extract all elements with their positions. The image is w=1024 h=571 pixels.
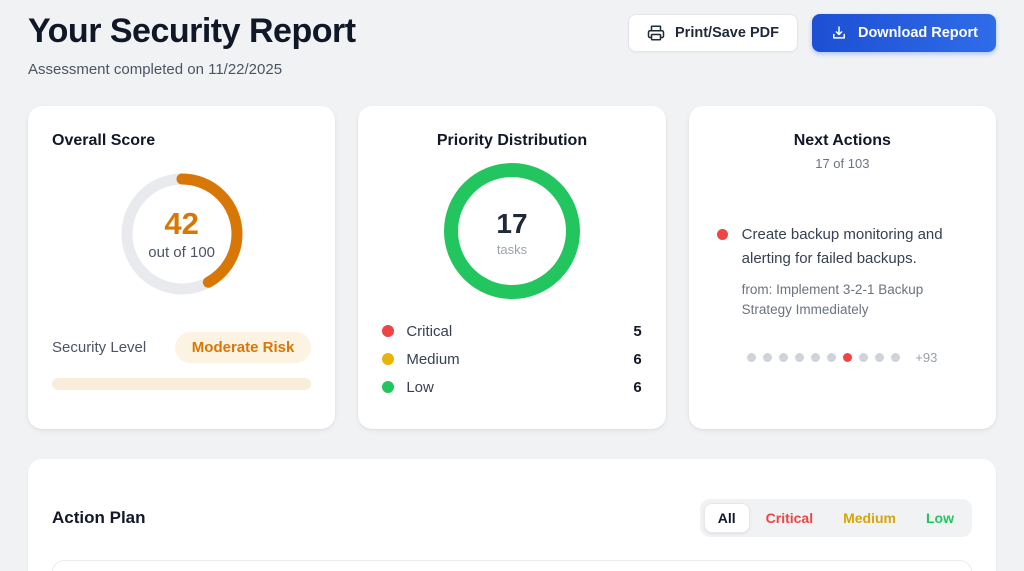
priority-filter-group: All Critical Medium Low	[699, 499, 972, 537]
action-plan-list-card	[52, 560, 972, 571]
legend-value: 6	[633, 378, 642, 396]
printer-icon	[647, 24, 665, 42]
page-title: Your Security Report	[28, 12, 356, 50]
action-plan-title: Action Plan	[52, 508, 146, 527]
action-text: Create backup monitoring and alerting fo…	[741, 226, 943, 267]
next-actions-card: Next Actions 17 of 103 Create backup mon…	[688, 106, 996, 429]
pagination-more-count: +93	[915, 350, 938, 365]
print-save-pdf-label: Print/Save PDF	[675, 25, 779, 41]
page-header: Your Security Report Assessment complete…	[28, 12, 996, 78]
legend-label: Medium	[406, 350, 460, 368]
pagination-dot[interactable]	[875, 353, 885, 362]
pagination: +93	[689, 350, 996, 365]
total-tasks-label: tasks	[496, 242, 528, 257]
action-plan-header: Action Plan All Critical Medium Low	[52, 499, 972, 537]
pagination-dot[interactable]	[859, 353, 869, 362]
pagination-dot[interactable]	[811, 353, 821, 362]
action-item: Create backup monitoring and alerting fo…	[713, 223, 972, 319]
tasks-donut: 17 tasks	[443, 162, 581, 305]
priority-distribution-title: Priority Distribution	[436, 132, 588, 149]
pagination-dot[interactable]	[779, 353, 789, 362]
filter-tab-all[interactable]: All	[703, 503, 750, 533]
legend-value: 5	[633, 322, 642, 340]
medium-dot-icon	[382, 353, 395, 365]
pagination-dot[interactable]	[827, 353, 837, 362]
pagination-dot[interactable]	[795, 353, 805, 362]
priority-legend: Critical 5 Medium 6 Low 6	[382, 317, 642, 401]
risk-badge: Moderate Risk	[174, 332, 312, 363]
header-titles: Your Security Report Assessment complete…	[28, 12, 356, 78]
print-save-pdf-button[interactable]: Print/Save PDF	[628, 14, 798, 52]
score-max: out of 100	[148, 243, 216, 261]
pagination-dot[interactable]	[763, 353, 773, 362]
action-plan-section: Action Plan All Critical Medium Low	[28, 459, 996, 571]
legend-row-medium: Medium 6	[382, 345, 642, 373]
legend-row-low: Low 6	[382, 373, 642, 401]
pagination-dot[interactable]	[843, 353, 853, 362]
filter-tab-low[interactable]: Low	[912, 503, 968, 533]
download-report-label: Download Report	[857, 25, 978, 41]
overall-score-donut: 42 out of 100	[120, 172, 244, 296]
tasks-donut-center: 17 tasks	[443, 162, 581, 305]
overall-score-card: Overall Score 42 out of 100 Security Lev…	[28, 106, 336, 429]
critical-priority-dot-icon	[716, 229, 728, 240]
score-value: 42	[164, 205, 199, 241]
critical-dot-icon	[382, 325, 395, 337]
actions-counter: 17 of 103	[815, 156, 870, 171]
score-donut-center: 42 out of 100	[120, 172, 244, 296]
score-progress-bar	[52, 378, 312, 390]
next-actions-title: Next Actions	[793, 132, 891, 149]
overall-score-title: Overall Score	[52, 132, 156, 149]
header-actions: Print/Save PDF Download Report	[628, 14, 996, 52]
security-level-label: Security Level	[52, 339, 147, 356]
filter-tab-critical[interactable]: Critical	[752, 503, 827, 533]
legend-label: Critical	[406, 322, 453, 340]
total-tasks-value: 17	[496, 208, 528, 239]
legend-row-critical: Critical 5	[382, 317, 642, 345]
security-level-row: Security Level Moderate Risk	[52, 332, 312, 363]
stat-cards-row: Overall Score 42 out of 100 Security Lev…	[28, 106, 996, 429]
legend-label: Low	[406, 378, 434, 396]
filter-tab-medium[interactable]: Medium	[829, 503, 910, 533]
pagination-dot[interactable]	[891, 353, 901, 362]
legend-value: 6	[633, 350, 642, 368]
assessment-date: Assessment completed on 11/22/2025	[28, 61, 283, 78]
action-source: from: Implement 3-2-1 Backup Strategy Im…	[741, 282, 924, 317]
pagination-dots	[747, 353, 901, 362]
priority-distribution-card: Priority Distribution 17 tasks Critical …	[358, 106, 666, 429]
download-icon	[830, 24, 848, 42]
low-dot-icon	[382, 381, 395, 393]
pagination-dot[interactable]	[747, 353, 757, 362]
download-report-button[interactable]: Download Report	[811, 14, 996, 52]
action-item-body: Create backup monitoring and alerting fo…	[742, 223, 968, 319]
